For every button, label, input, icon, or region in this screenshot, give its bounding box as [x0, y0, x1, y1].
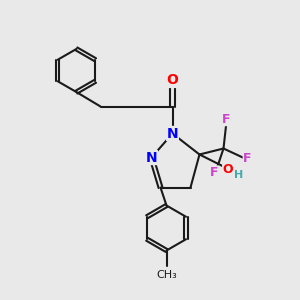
Text: F: F	[222, 112, 231, 126]
Text: O: O	[223, 163, 233, 176]
Text: H: H	[235, 169, 244, 180]
Text: N: N	[146, 151, 157, 164]
Text: F: F	[210, 166, 219, 179]
Text: O: O	[167, 74, 178, 87]
Text: N: N	[167, 127, 178, 140]
Text: F: F	[243, 152, 252, 166]
Text: CH₃: CH₃	[156, 270, 177, 280]
